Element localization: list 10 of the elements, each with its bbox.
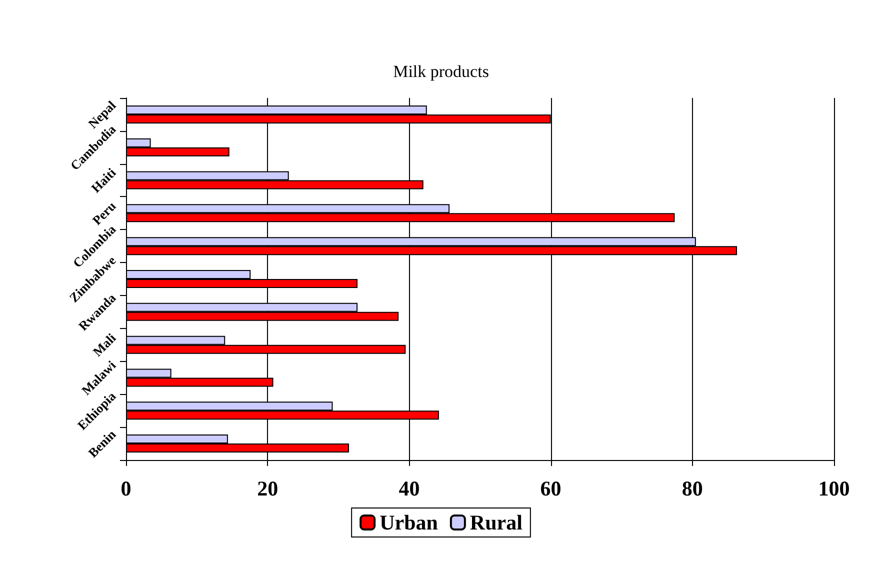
x-tick-label: 40 — [398, 476, 420, 500]
legend-label: Rural — [470, 510, 523, 534]
x-tick-label: 100 — [818, 476, 850, 500]
x-tick-label: 20 — [257, 476, 278, 500]
x-tick-label: 0 — [120, 476, 132, 500]
legend-label: Urban — [380, 510, 438, 534]
x-tick-label: 60 — [540, 476, 562, 500]
y-tick-label: Peru — [89, 198, 119, 228]
x-tick-label: 80 — [682, 476, 703, 500]
chart-title: Milk products — [393, 62, 489, 81]
